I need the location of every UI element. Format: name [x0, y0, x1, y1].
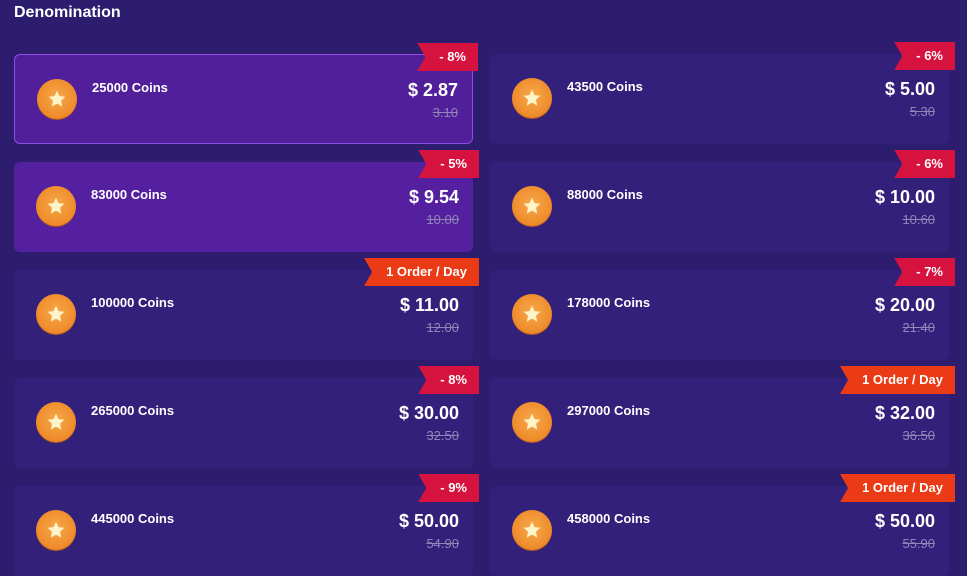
price: $ 11.00 — [399, 295, 459, 315]
discount-badge: - 8% — [418, 366, 479, 394]
denomination-card[interactable]: 445000 Coins $ 50.00 54.90 - 9% — [14, 474, 479, 576]
coin-amount: 265000 Coins — [91, 403, 175, 418]
discount-badge: - 8% — [417, 43, 478, 71]
limit-badge: 1 Order / Day — [840, 474, 955, 502]
coin-star-icon — [37, 79, 77, 119]
price: $ 50.00 — [874, 511, 935, 531]
discount-badge: - 6% — [894, 42, 955, 70]
original-price: 3.10 — [432, 105, 458, 120]
coin-amount: 83000 Coins — [91, 187, 167, 202]
coin-star-icon — [512, 294, 552, 334]
price: $ 30.00 — [398, 403, 459, 423]
price: $ 2.87 — [407, 80, 458, 100]
coin-star-icon — [36, 186, 76, 226]
denomination-card[interactable]: 100000 Coins $ 11.00 12.00 1 Order / Day — [14, 258, 479, 360]
denomination-card[interactable]: 458000 Coins $ 50.00 55.90 1 Order / Day — [490, 474, 955, 576]
coin-amount: 445000 Coins — [91, 511, 175, 526]
original-price: 5.30 — [909, 104, 935, 119]
coin-amount: 178000 Coins — [567, 295, 651, 310]
denomination-card[interactable]: 43500 Coins $ 5.00 5.30 - 6% — [490, 42, 955, 144]
coin-star-icon — [512, 402, 552, 442]
discount-badge: - 5% — [418, 150, 479, 178]
original-price: 32.50 — [426, 428, 459, 443]
limit-badge: 1 Order / Day — [840, 366, 955, 394]
original-price: 21.40 — [902, 320, 935, 335]
original-price: 55.90 — [902, 536, 935, 551]
denomination-card[interactable]: 25000 Coins $ 2.87 3.10 - 8% — [14, 43, 478, 144]
discount-badge: - 9% — [418, 474, 479, 502]
coin-amount: 43500 Coins — [567, 79, 643, 94]
original-price: 10.00 — [426, 212, 459, 227]
original-price: 10.60 — [902, 212, 935, 227]
coin-star-icon — [512, 510, 552, 550]
price: $ 5.00 — [884, 79, 935, 99]
coin-amount: 88000 Coins — [567, 187, 643, 202]
price: $ 9.54 — [408, 187, 459, 207]
discount-badge: - 7% — [894, 258, 955, 286]
original-price: 12.00 — [426, 320, 459, 335]
price: $ 20.00 — [874, 295, 935, 315]
price: $ 32.00 — [874, 403, 935, 423]
coin-amount: 297000 Coins — [567, 403, 651, 418]
denomination-card[interactable]: 88000 Coins $ 10.00 10.60 - 6% — [490, 150, 955, 252]
discount-badge: - 6% — [894, 150, 955, 178]
coin-amount: 25000 Coins — [92, 80, 168, 95]
original-price: 36.50 — [902, 428, 935, 443]
coin-star-icon — [512, 186, 552, 226]
coin-star-icon — [36, 294, 76, 334]
denomination-card[interactable]: 297000 Coins $ 32.00 36.50 1 Order / Day — [490, 366, 955, 468]
limit-badge: 1 Order / Day — [364, 258, 479, 286]
coin-star-icon — [512, 78, 552, 118]
denomination-card[interactable]: 265000 Coins $ 30.00 32.50 - 8% — [14, 366, 479, 468]
coin-amount: 100000 Coins — [91, 295, 175, 310]
coin-amount: 458000 Coins — [567, 511, 651, 526]
price: $ 50.00 — [398, 511, 459, 531]
coin-star-icon — [36, 510, 76, 550]
denomination-card[interactable]: 83000 Coins $ 9.54 10.00 - 5% — [14, 150, 479, 252]
section-title: Denomination — [14, 4, 121, 21]
denomination-card[interactable]: 178000 Coins $ 20.00 21.40 - 7% — [490, 258, 955, 360]
original-price: 54.90 — [426, 536, 459, 551]
coin-star-icon — [36, 402, 76, 442]
price: $ 10.00 — [874, 187, 935, 207]
